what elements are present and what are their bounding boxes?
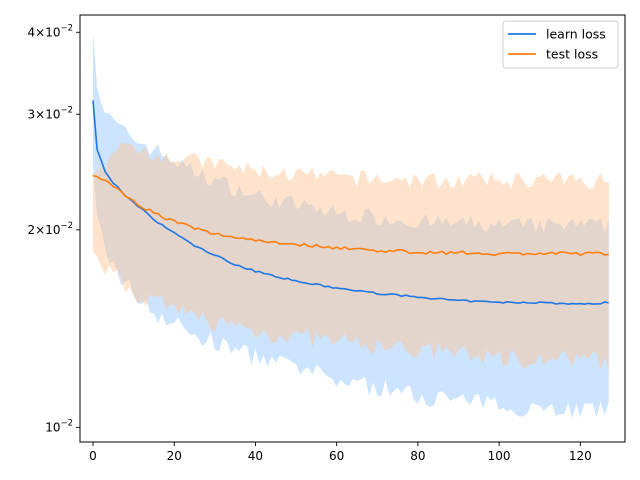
y-tick-label: 3×10−2 — [28, 105, 74, 121]
test-loss-band — [93, 142, 609, 371]
plot-frame — [79, 14, 626, 443]
x-axis-ticks: 0 20 40 60 80 100 120 — [89, 442, 592, 463]
x-tick-label: 0 — [89, 449, 97, 463]
x-tick-label: 60 — [329, 449, 344, 463]
x-tick-label: 20 — [167, 449, 182, 463]
test-loss-line — [92, 174, 609, 257]
legend-label-test-loss: test loss — [546, 47, 598, 62]
x-tick-label: 100 — [488, 449, 511, 463]
x-tick-label: 120 — [569, 449, 592, 463]
y-tick-label: 4×10−2 — [28, 23, 74, 39]
confidence-bands — [93, 32, 609, 419]
x-tick-label: 80 — [410, 449, 425, 463]
legend-box — [502, 20, 619, 69]
y-tick-label: 2×10−2 — [28, 221, 74, 237]
learn-loss-band — [93, 32, 609, 419]
legend-label-learn-loss: learn loss — [546, 27, 606, 42]
y-axis-ticks: 10−2 2×10−2 3×10−2 4×10−2 — [28, 23, 80, 434]
legend: learn loss test loss — [502, 20, 619, 69]
y-tick-label: 10−2 — [45, 418, 73, 434]
x-tick-label: 40 — [248, 449, 263, 463]
learn-loss-line — [92, 100, 609, 305]
series-lines — [92, 100, 609, 305]
